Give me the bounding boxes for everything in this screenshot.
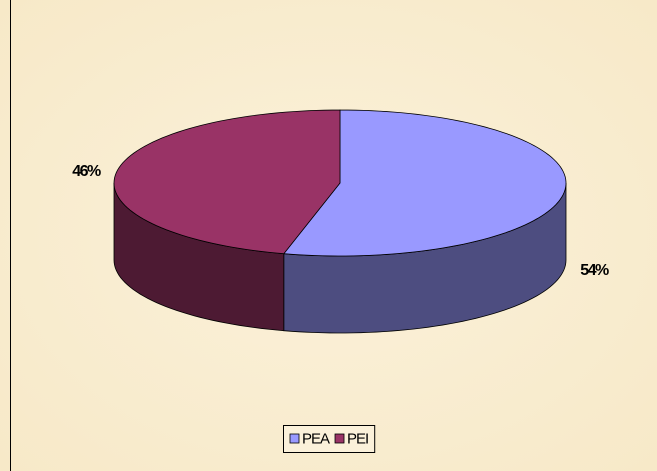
data-label: 46% xyxy=(72,163,101,180)
pie-slice xyxy=(283,109,567,257)
legend-label: PEI xyxy=(347,430,368,447)
data-label: 54% xyxy=(580,262,609,279)
legend: PEA PEI xyxy=(283,425,376,453)
pie-slice xyxy=(113,109,341,255)
legend-swatch xyxy=(289,433,300,444)
legend-swatch xyxy=(334,433,345,444)
legend-label: PEA xyxy=(302,430,330,447)
